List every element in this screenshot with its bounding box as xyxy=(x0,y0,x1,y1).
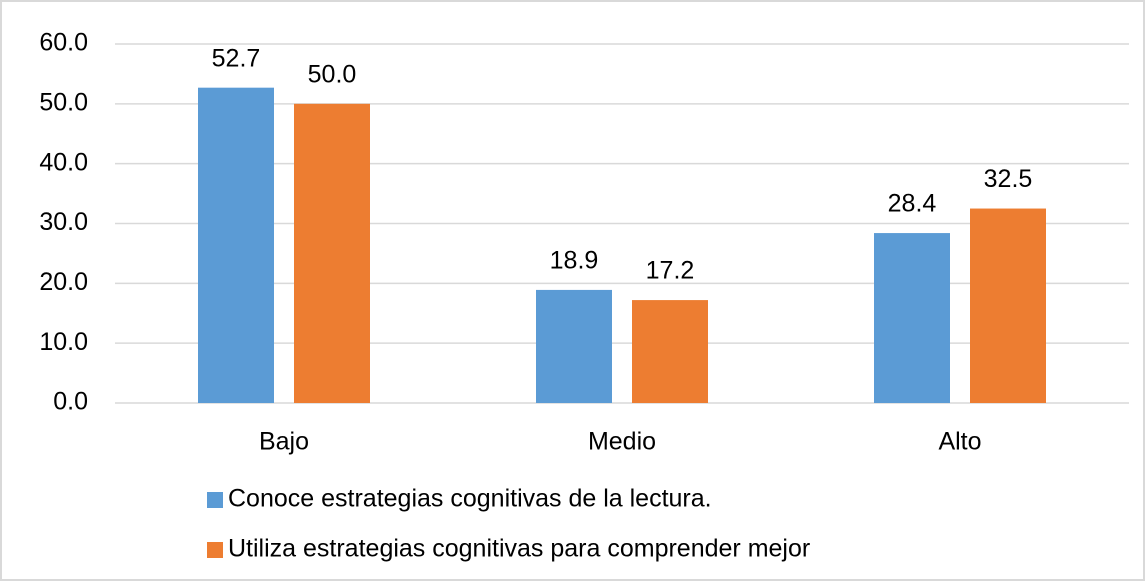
y-tick-label: 10.0 xyxy=(39,328,88,356)
bar xyxy=(632,300,708,403)
legend-swatch xyxy=(207,492,223,508)
value-label: 50.0 xyxy=(308,60,357,88)
value-label: 28.4 xyxy=(888,190,937,218)
legend-label: Conoce estrategias cognitivas de la lect… xyxy=(228,485,712,513)
legend-swatch xyxy=(207,542,223,558)
y-tick-label: 20.0 xyxy=(39,268,88,296)
legend-label: Utiliza estrategias cognitivas para comp… xyxy=(228,535,810,563)
y-tick-label: 40.0 xyxy=(39,148,88,176)
y-tick-label: 50.0 xyxy=(39,88,88,116)
y-tick-label: 60.0 xyxy=(39,29,88,57)
value-label: 32.5 xyxy=(984,165,1033,193)
bar xyxy=(198,87,274,403)
x-tick-label: Alto xyxy=(938,428,981,456)
bar xyxy=(970,208,1046,403)
bar xyxy=(536,289,612,403)
value-label: 18.9 xyxy=(550,247,599,275)
bar xyxy=(294,103,370,403)
y-tick-label: 30.0 xyxy=(39,208,88,236)
value-label: 52.7 xyxy=(212,44,261,72)
x-tick-label: Bajo xyxy=(259,428,309,456)
y-tick-label: 0.0 xyxy=(53,388,88,416)
bar xyxy=(874,233,950,403)
x-tick-label: Medio xyxy=(588,428,656,456)
value-label: 17.2 xyxy=(646,257,695,285)
